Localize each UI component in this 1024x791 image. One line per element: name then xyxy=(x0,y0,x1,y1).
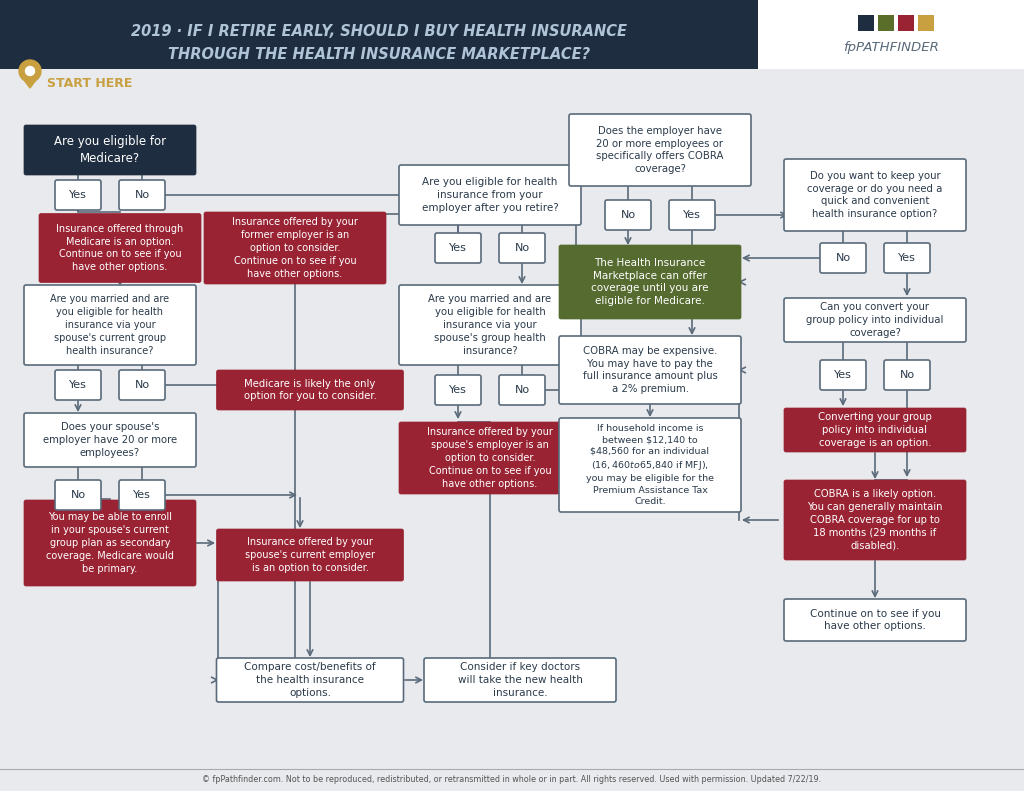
Text: © fpPathfinder.com. Not to be reproduced, redistributed, or retransmitted in who: © fpPathfinder.com. Not to be reproduced… xyxy=(203,775,821,785)
Text: START HERE: START HERE xyxy=(47,77,132,89)
FancyBboxPatch shape xyxy=(605,200,651,230)
Text: 2019 · IF I RETIRE EARLY, SHOULD I BUY HEALTH INSURANCE: 2019 · IF I RETIRE EARLY, SHOULD I BUY H… xyxy=(131,24,627,39)
Text: Are you eligible for
Medicare?: Are you eligible for Medicare? xyxy=(54,135,166,165)
Circle shape xyxy=(19,60,41,82)
FancyBboxPatch shape xyxy=(119,370,165,400)
FancyBboxPatch shape xyxy=(784,298,966,342)
Text: If household income is
between $12,140 to
$48,560 for an individual
($16,460 to : If household income is between $12,140 t… xyxy=(586,424,714,506)
FancyBboxPatch shape xyxy=(784,159,966,231)
FancyBboxPatch shape xyxy=(55,370,101,400)
FancyBboxPatch shape xyxy=(424,658,616,702)
FancyBboxPatch shape xyxy=(24,413,196,467)
Text: Yes: Yes xyxy=(835,370,852,380)
Text: Yes: Yes xyxy=(69,190,87,200)
FancyBboxPatch shape xyxy=(0,0,758,69)
Text: No: No xyxy=(134,380,150,390)
FancyBboxPatch shape xyxy=(758,0,1024,69)
Text: Yes: Yes xyxy=(69,380,87,390)
FancyBboxPatch shape xyxy=(119,180,165,210)
FancyBboxPatch shape xyxy=(24,285,196,365)
FancyBboxPatch shape xyxy=(820,360,866,390)
Text: Insurance offered by your
spouse's employer is an
option to consider.
Continue o: Insurance offered by your spouse's emplo… xyxy=(427,427,553,489)
FancyBboxPatch shape xyxy=(898,15,914,31)
Text: Are you eligible for health
insurance from your
employer after you retire?: Are you eligible for health insurance fr… xyxy=(422,177,558,213)
FancyBboxPatch shape xyxy=(216,370,403,410)
Text: Can you convert your
group policy into individual
coverage?: Can you convert your group policy into i… xyxy=(806,302,944,338)
Text: Do you want to keep your
coverage or do you need a
quick and convenient
health i: Do you want to keep your coverage or do … xyxy=(807,171,943,219)
Text: Yes: Yes xyxy=(683,210,701,220)
Text: No: No xyxy=(514,385,529,395)
Text: Yes: Yes xyxy=(450,385,467,395)
Text: COBRA may be expensive.
You may have to pay the
full insurance amount plus
a 2% : COBRA may be expensive. You may have to … xyxy=(583,346,718,394)
FancyBboxPatch shape xyxy=(119,480,165,510)
FancyBboxPatch shape xyxy=(55,180,101,210)
FancyBboxPatch shape xyxy=(216,529,403,581)
FancyBboxPatch shape xyxy=(559,245,741,319)
Text: Does your spouse's
employer have 20 or more
employees?: Does your spouse's employer have 20 or m… xyxy=(43,422,177,458)
Text: Insurance offered through
Medicare is an option.
Continue on to see if you
have : Insurance offered through Medicare is an… xyxy=(56,224,183,272)
Circle shape xyxy=(26,66,35,75)
Text: Yes: Yes xyxy=(133,490,151,500)
Text: Are you married and are
you eligible for health
insurance via your
spouse's curr: Are you married and are you eligible for… xyxy=(50,294,170,356)
Text: fpPATHFINDER: fpPATHFINDER xyxy=(843,40,939,54)
FancyBboxPatch shape xyxy=(24,125,196,175)
FancyBboxPatch shape xyxy=(669,200,715,230)
Text: No: No xyxy=(134,190,150,200)
FancyBboxPatch shape xyxy=(24,500,196,586)
Text: Yes: Yes xyxy=(898,253,915,263)
Text: COBRA is a likely option.
You can generally maintain
COBRA coverage for up to
18: COBRA is a likely option. You can genera… xyxy=(807,490,943,551)
Text: The Health Insurance
Marketplace can offer
coverage until you are
eligible for M: The Health Insurance Marketplace can off… xyxy=(591,258,709,306)
FancyBboxPatch shape xyxy=(435,233,481,263)
Text: Insurance offered by your
former employer is an
option to consider.
Continue on : Insurance offered by your former employe… xyxy=(232,218,358,278)
Text: Yes: Yes xyxy=(450,243,467,253)
FancyBboxPatch shape xyxy=(399,422,581,494)
FancyBboxPatch shape xyxy=(918,15,934,31)
Text: Converting your group
policy into individual
coverage is an option.: Converting your group policy into indivi… xyxy=(818,412,932,448)
FancyBboxPatch shape xyxy=(784,480,966,560)
FancyBboxPatch shape xyxy=(878,15,894,31)
FancyBboxPatch shape xyxy=(569,114,751,186)
Text: No: No xyxy=(836,253,851,263)
FancyBboxPatch shape xyxy=(884,360,930,390)
FancyBboxPatch shape xyxy=(39,214,201,282)
Text: Does the employer have
20 or more employees or
specifically offers COBRA
coverag: Does the employer have 20 or more employ… xyxy=(596,126,724,174)
Text: No: No xyxy=(899,370,914,380)
FancyBboxPatch shape xyxy=(559,336,741,404)
FancyBboxPatch shape xyxy=(559,418,741,512)
FancyBboxPatch shape xyxy=(204,212,386,284)
FancyBboxPatch shape xyxy=(216,658,403,702)
Text: Are you married and are
you eligible for health
insurance via your
spouse's grou: Are you married and are you eligible for… xyxy=(428,294,552,356)
Text: No: No xyxy=(71,490,86,500)
Text: You may be able to enroll
in your spouse's current
group plan as secondary
cover: You may be able to enroll in your spouse… xyxy=(46,513,174,573)
FancyBboxPatch shape xyxy=(884,243,930,273)
Text: No: No xyxy=(621,210,636,220)
FancyBboxPatch shape xyxy=(435,375,481,405)
Text: Compare cost/benefits of
the health insurance
options.: Compare cost/benefits of the health insu… xyxy=(244,662,376,698)
Text: Continue on to see if you
have other options.: Continue on to see if you have other opt… xyxy=(810,608,940,631)
FancyBboxPatch shape xyxy=(784,408,966,452)
FancyBboxPatch shape xyxy=(784,599,966,641)
Text: THROUGH THE HEALTH INSURANCE MARKETPLACE?: THROUGH THE HEALTH INSURANCE MARKETPLACE… xyxy=(168,47,590,62)
Text: Consider if key doctors
will take the new health
insurance.: Consider if key doctors will take the ne… xyxy=(458,662,583,698)
FancyBboxPatch shape xyxy=(399,165,581,225)
FancyBboxPatch shape xyxy=(858,15,874,31)
FancyBboxPatch shape xyxy=(820,243,866,273)
FancyBboxPatch shape xyxy=(499,375,545,405)
Text: Insurance offered by your
spouse's current employer
is an option to consider.: Insurance offered by your spouse's curre… xyxy=(245,537,375,573)
Polygon shape xyxy=(22,76,39,88)
FancyBboxPatch shape xyxy=(399,285,581,365)
FancyBboxPatch shape xyxy=(55,480,101,510)
Text: No: No xyxy=(514,243,529,253)
FancyBboxPatch shape xyxy=(499,233,545,263)
Text: Medicare is likely the only
option for you to consider.: Medicare is likely the only option for y… xyxy=(244,379,377,401)
